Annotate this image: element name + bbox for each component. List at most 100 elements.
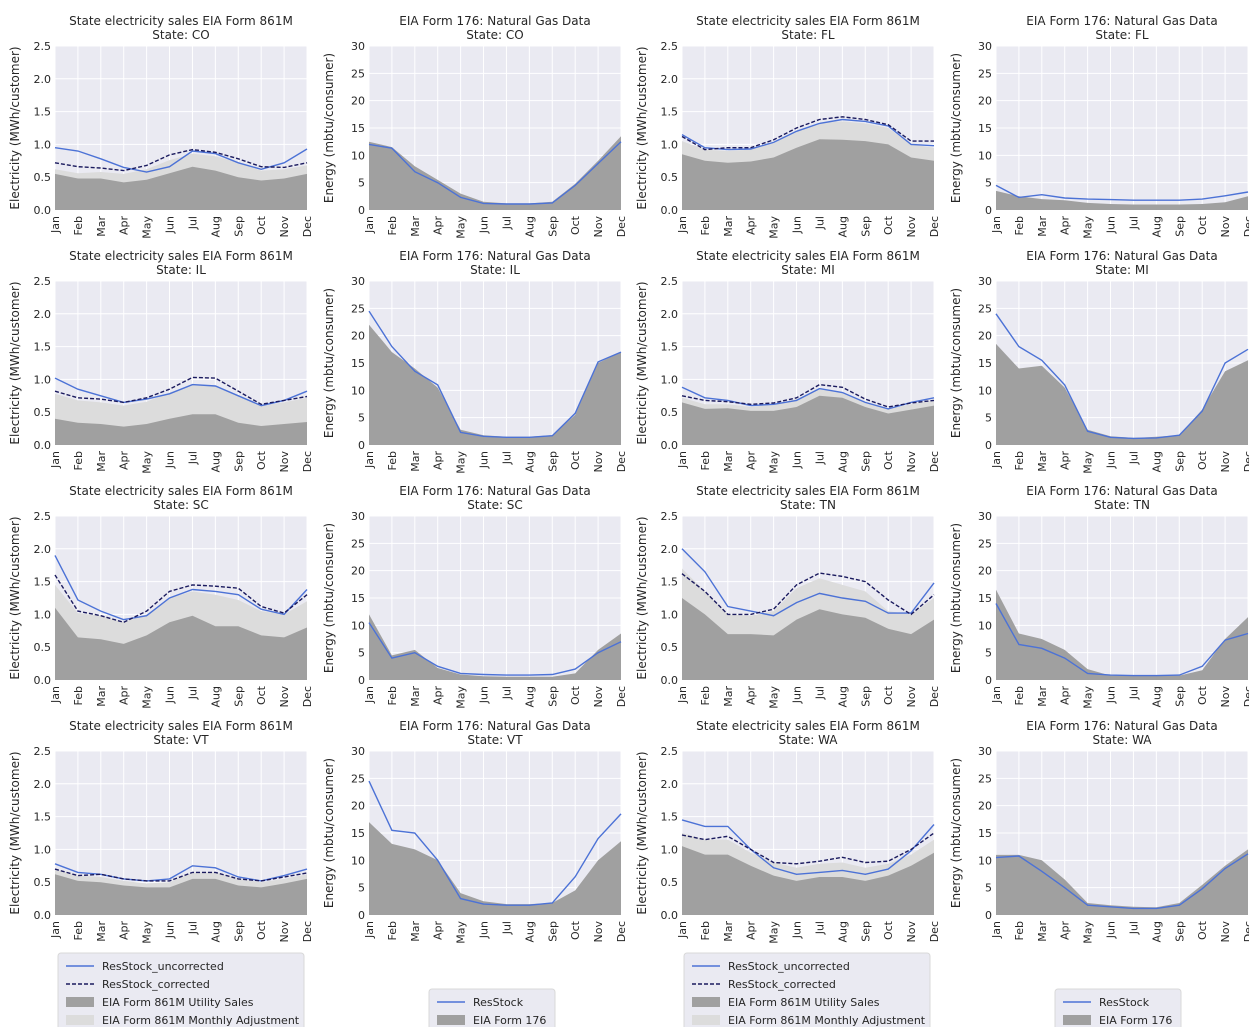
x-tick-label: Apr xyxy=(118,686,131,706)
y-tick-label: 25 xyxy=(978,67,992,80)
x-tick-label: Aug xyxy=(523,686,536,707)
uncorrected-line xyxy=(681,118,935,151)
chart-panel: 0 5 10 15 20 25 30 Jan Feb Mar Apr May Jun Jul Aug Sep O… xyxy=(322,719,628,944)
x-tick-label: Feb xyxy=(72,921,85,940)
x-tick-label: May xyxy=(141,216,154,239)
x-tick-label: Oct xyxy=(882,450,895,470)
x-tick-label: Mar xyxy=(1036,216,1049,237)
x-tick-label: Aug xyxy=(836,686,849,707)
x-tick-label: Jan xyxy=(363,921,376,939)
y-tick-label: 5 xyxy=(985,647,992,660)
x-tick-label: Jul xyxy=(813,451,826,465)
x-tick-label: Jun xyxy=(791,451,804,469)
x-tick-label: Jun xyxy=(164,216,177,234)
y-tick-label: 0 xyxy=(358,909,365,922)
x-tick-label: Nov xyxy=(278,686,291,708)
x-tick-label: Sep xyxy=(1173,451,1186,472)
x-tick-label: Jan xyxy=(49,216,62,234)
x-tick-label: Feb xyxy=(386,686,399,705)
x-tick-label: Aug xyxy=(1150,451,1163,472)
legend: ResStock EIA Form 176 xyxy=(1054,988,1182,1027)
x-tick-label: May xyxy=(768,216,781,239)
corrected-line xyxy=(54,868,308,882)
x-tick-label: Jul xyxy=(1127,921,1140,935)
x-tick-label: Jan xyxy=(49,686,62,704)
x-tick-label: Sep xyxy=(546,921,559,942)
y-tick-label: 2.5 xyxy=(34,510,52,523)
chart-subtitle: State: TN xyxy=(780,498,836,512)
legend-box xyxy=(57,952,305,1027)
sales-area xyxy=(55,414,307,445)
y-tick-label: 10 xyxy=(978,384,992,397)
x-tick-label: Feb xyxy=(1013,216,1026,235)
y-tick-label: 10 xyxy=(351,619,365,632)
chart-title: EIA Form 176: Natural Gas Data xyxy=(399,249,590,263)
y-axis-label: Electricity (MWh/customer) xyxy=(8,46,22,209)
x-tick-label: Oct xyxy=(569,215,582,235)
x-tick-label: Oct xyxy=(882,685,895,705)
y-tick-label: 1.0 xyxy=(34,373,52,386)
legend-label: ResStock_corrected xyxy=(728,978,836,991)
x-tick-label: Jun xyxy=(791,216,804,234)
x-tick-label: Dec xyxy=(928,451,941,472)
x-tick-label: Jul xyxy=(186,921,199,935)
x-tick-label: Oct xyxy=(569,450,582,470)
legend-label: ResStock xyxy=(1099,996,1150,1009)
x-tick-label: Feb xyxy=(699,216,712,235)
chart-panel: 0 5 10 15 20 25 30 Jan Feb Mar Apr May Jun Jul Aug Sep O… xyxy=(949,484,1249,709)
x-tick-label: Jun xyxy=(1105,216,1118,234)
chart-panel: 0 5 10 15 20 25 30 Jan Feb Mar Apr May Jun Jul Aug Sep O… xyxy=(322,14,628,239)
x-tick-label: Jun xyxy=(164,921,177,939)
x-tick-label: Aug xyxy=(836,216,849,237)
x-tick-label: Sep xyxy=(232,686,245,707)
chart-subtitle: State: TN xyxy=(1094,498,1150,512)
x-tick-label: Mar xyxy=(95,921,108,942)
chart-panel: 0 5 10 15 20 25 30 Jan Feb Mar Apr May Jun Jul Aug Sep O… xyxy=(322,484,628,709)
sales-area xyxy=(55,607,307,680)
legend-label: EIA Form 861M Utility Sales xyxy=(728,996,880,1009)
y-tick-label: 2.0 xyxy=(34,73,52,86)
x-tick-label: May xyxy=(141,451,154,474)
x-tick-label: Jul xyxy=(500,921,513,935)
sales-area xyxy=(682,139,934,210)
x-tick-label: Feb xyxy=(1013,451,1026,470)
y-tick-label: 15 xyxy=(978,357,992,370)
x-tick-label: Sep xyxy=(859,686,872,707)
resstock-line xyxy=(995,184,1249,201)
x-tick-label: Jul xyxy=(813,216,826,230)
y-tick-label: 0.0 xyxy=(661,439,679,452)
uncorrected-line xyxy=(54,555,308,621)
y-tick-label: 25 xyxy=(351,537,365,550)
y-tick-label: 1.0 xyxy=(34,843,52,856)
x-tick-label: May xyxy=(455,686,468,709)
x-tick-label: Aug xyxy=(1150,686,1163,707)
legend-label: EIA Form 861M Monthly Adjustment xyxy=(102,1014,300,1027)
y-axis-label: Energy (mbtu/consumer) xyxy=(322,53,336,203)
x-tick-label: Jul xyxy=(186,451,199,465)
y-tick-label: 25 xyxy=(351,772,365,785)
x-tick-label: Aug xyxy=(1150,921,1163,942)
corrected-line xyxy=(681,832,935,865)
legend-label: ResStock_uncorrected xyxy=(102,960,224,973)
corrected-line xyxy=(681,383,935,408)
x-tick-label: Jul xyxy=(813,921,826,935)
chart-title: State electricity sales EIA Form 861M xyxy=(696,484,920,498)
x-tick-label: Sep xyxy=(1173,686,1186,707)
x-tick-label: Apr xyxy=(1059,686,1072,706)
y-tick-label: 0.5 xyxy=(34,406,52,419)
x-tick-label: Jun xyxy=(478,921,491,939)
y-tick-label: 1.5 xyxy=(34,811,52,824)
y-tick-label: 0 xyxy=(985,439,992,452)
x-tick-label: Feb xyxy=(699,686,712,705)
chart-title: State electricity sales EIA Form 861M xyxy=(69,719,293,733)
chart-title: EIA Form 176: Natural Gas Data xyxy=(399,14,590,28)
y-axis-label: Energy (mbtu/consumer) xyxy=(949,53,963,203)
chart-title: State electricity sales EIA Form 861M xyxy=(69,484,293,498)
y-tick-label: 20 xyxy=(351,565,365,578)
resstock-line xyxy=(995,853,1249,910)
y-tick-label: 2.5 xyxy=(34,40,52,53)
x-tick-label: Nov xyxy=(905,451,918,473)
uncorrected-line xyxy=(681,386,935,410)
x-tick-label: Sep xyxy=(546,216,559,237)
